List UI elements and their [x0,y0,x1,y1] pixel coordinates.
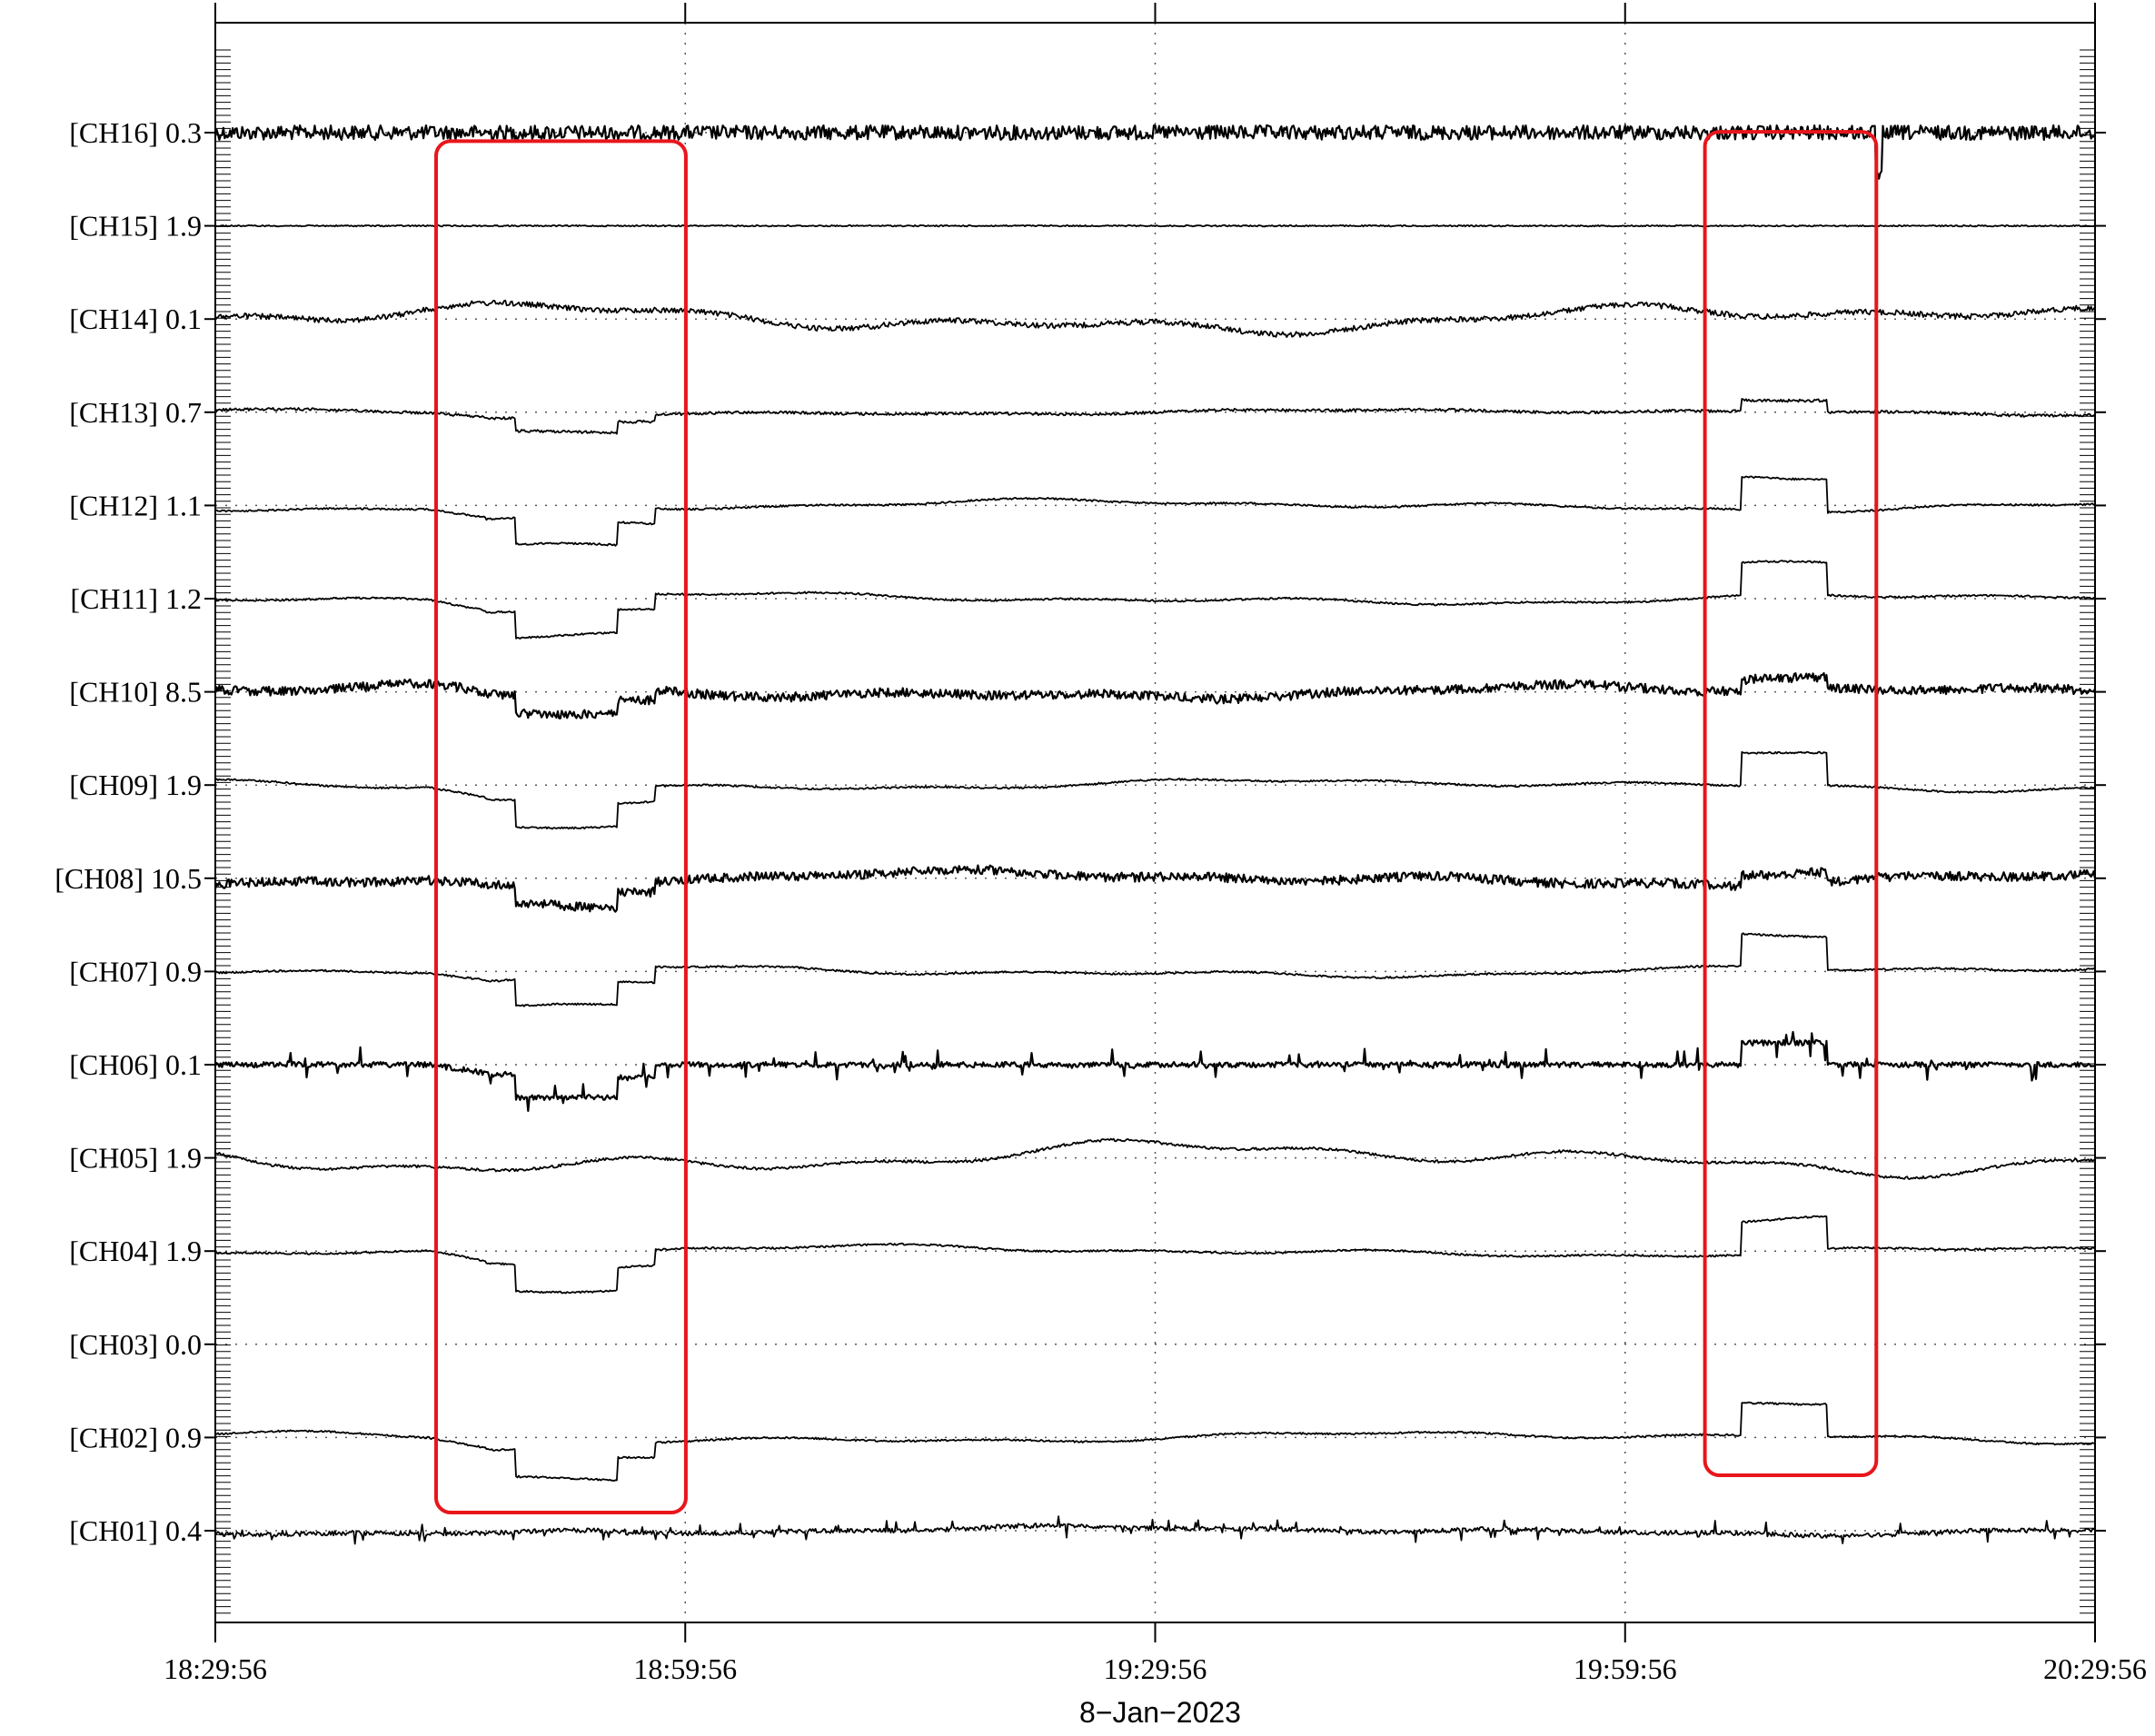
trace-ch12 [214,475,2096,547]
trace-ch14 [214,299,2096,339]
trace-ch15 [214,223,2096,228]
channel-label: [CH15] 1.9 [69,210,202,243]
channel-labels: [CH16] 0.3 [CH15] 1.9 [CH14] 0.1 [CH13] 0.7… [55,116,202,1547]
trace-ch06 [214,1030,2096,1113]
channel-label: [CH02] 0.9 [69,1421,202,1453]
channel-label: [CH10] 8.5 [69,676,202,709]
channel-label: [CH12] 1.1 [69,489,202,521]
trace-layer [214,124,2097,1545]
highlight-box [1703,130,1879,1477]
trace-ch02 [214,1401,2096,1483]
channel-label: [CH06] 0.1 [69,1048,202,1081]
channel-label: [CH03] 0.0 [69,1328,202,1361]
trace-ch11 [214,560,2096,640]
channel-label: [CH04] 1.9 [69,1235,202,1267]
channel-label: [CH01] 0.4 [69,1514,202,1547]
trace-ch16 [214,124,2096,184]
trace-ch08 [214,864,2097,913]
trace-ch09 [214,750,2096,830]
x-tick-label: 18:29:56 [164,1652,267,1685]
channel-label: [CH13] 0.7 [69,396,202,429]
grid-layer [215,23,2095,1622]
channel-label: [CH05] 1.9 [69,1142,202,1175]
highlight-boxes [434,130,1879,1515]
x-tick-label: 18:59:56 [633,1652,737,1685]
channel-label: [CH14] 0.1 [69,303,202,335]
trace-ch01 [214,1515,2096,1545]
channel-label: [CH08] 10.5 [55,862,202,895]
channel-label: [CH09] 1.9 [69,769,202,801]
channel-label: [CH16] 0.3 [69,116,202,149]
x-axis-ticks: 18:29:56 18:59:56 19:29:56 19:59:56 20:29:56 [164,3,2147,1685]
trace-ch07 [214,932,2096,1007]
x-tick-label: 19:59:56 [1574,1652,1677,1685]
trace-ch10 [214,671,2097,719]
x-tick-label: 19:29:56 [1104,1652,1207,1685]
channel-label: [CH11] 1.2 [70,582,202,615]
highlight-box [434,139,688,1515]
x-tick-label: 20:29:56 [2043,1652,2147,1685]
trace-ch04 [214,1215,2096,1295]
trace-ch05 [215,1137,2096,1180]
trace-ch13 [214,398,2096,435]
channel-label: [CH07] 0.9 [69,955,202,987]
x-axis-date-label: 8−Jan−2023 [1079,1696,1241,1729]
